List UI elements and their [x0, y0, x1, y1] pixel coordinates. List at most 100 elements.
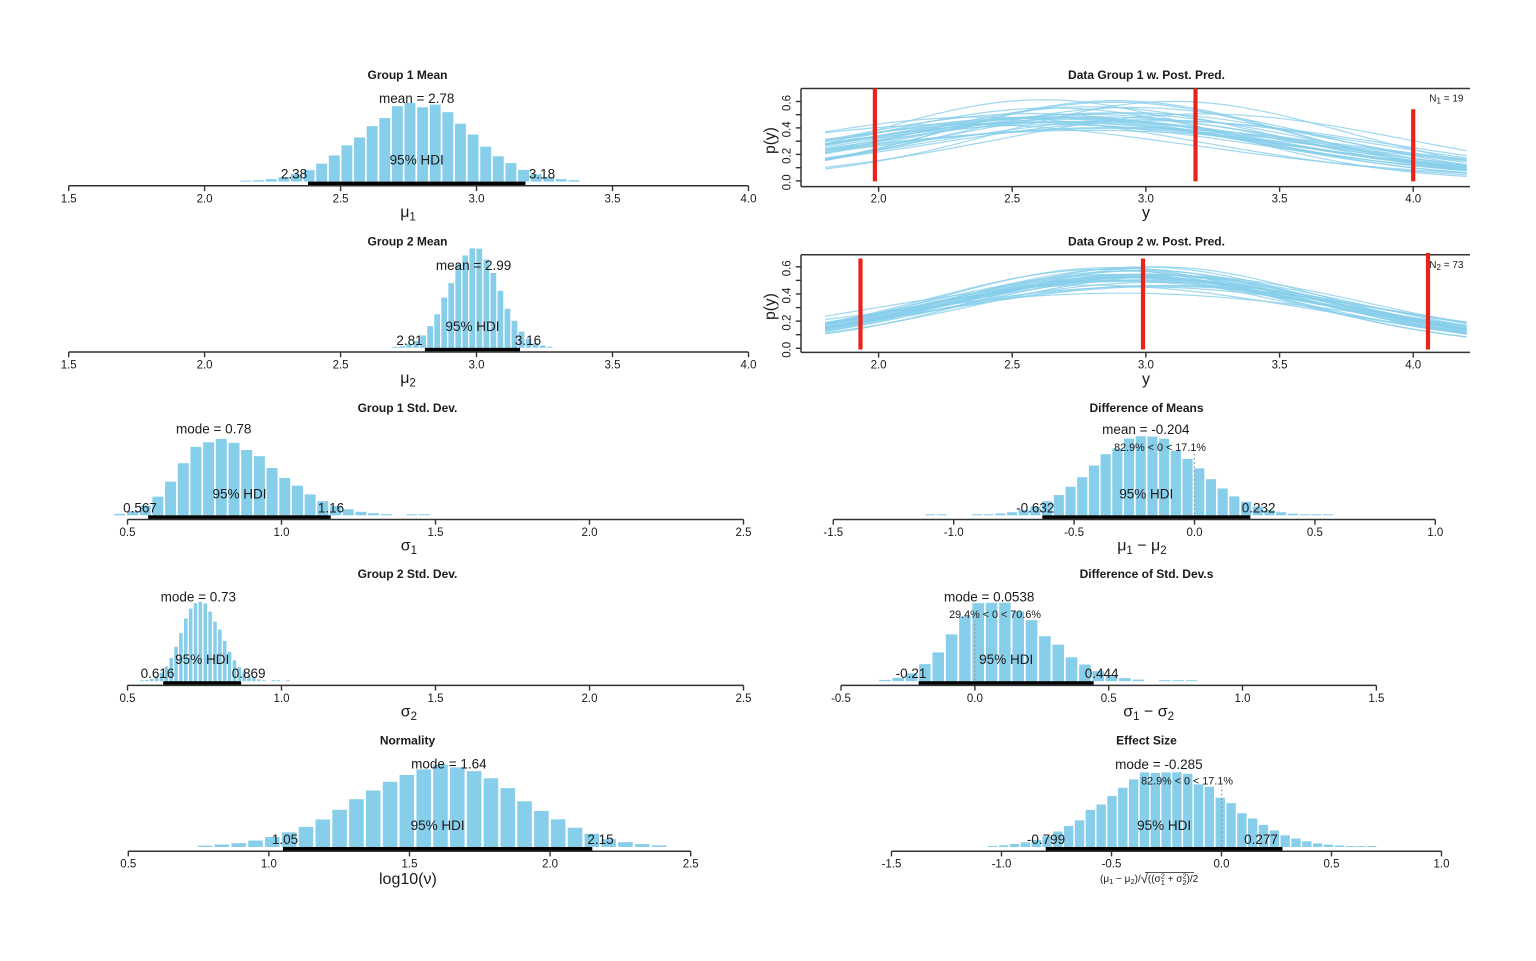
svg-text:0.0: 0.0 — [967, 693, 983, 705]
svg-text:-1.5: -1.5 — [882, 859, 902, 871]
svg-text:-1.5: -1.5 — [823, 527, 843, 539]
svg-text:2.0: 2.0 — [871, 360, 887, 372]
svg-text:-1.0: -1.0 — [944, 527, 964, 539]
svg-text:1.5: 1.5 — [402, 859, 418, 871]
svg-text:mode = 1.64: mode = 1.64 — [411, 756, 487, 771]
svg-text:1.0: 1.0 — [1427, 527, 1443, 539]
svg-text:mode = 0.0538: mode = 0.0538 — [944, 590, 1034, 605]
svg-text:Data Group 2 w. Post. Pred.: Data Group 2 w. Post. Pred. — [1068, 234, 1225, 248]
svg-text:3.0: 3.0 — [469, 193, 485, 205]
svg-text:95% HDI: 95% HDI — [411, 818, 465, 833]
svg-text:1.0: 1.0 — [274, 527, 290, 539]
svg-text:3.0: 3.0 — [469, 360, 485, 372]
svg-text:95% HDI: 95% HDI — [390, 153, 444, 168]
svg-text:Difference of Means: Difference of Means — [1089, 401, 1203, 415]
svg-text:0.5: 0.5 — [1101, 693, 1117, 705]
svg-text:log10(ν): log10(ν) — [379, 871, 437, 888]
svg-text:0.2: 0.2 — [782, 315, 794, 331]
svg-text:2.15: 2.15 — [587, 832, 613, 847]
svg-text:2.81: 2.81 — [396, 333, 422, 348]
svg-text:2.5: 2.5 — [1004, 193, 1020, 205]
svg-text:Normality: Normality — [380, 734, 436, 748]
svg-text:0.232: 0.232 — [1242, 500, 1276, 515]
svg-text:3.0: 3.0 — [1138, 360, 1154, 372]
svg-text:3.16: 3.16 — [515, 333, 541, 348]
svg-text:2.0: 2.0 — [542, 859, 558, 871]
svg-text:1.5: 1.5 — [428, 693, 444, 705]
svg-text:mean = 2.78: mean = 2.78 — [379, 91, 454, 106]
svg-text:mode = -0.285: mode = -0.285 — [1115, 757, 1202, 772]
svg-text:mean = 2.99: mean = 2.99 — [436, 258, 511, 273]
svg-text:0.5: 0.5 — [120, 693, 136, 705]
svg-text:N1 = 19: N1 = 19 — [1429, 94, 1464, 106]
svg-text:0.4: 0.4 — [782, 121, 794, 138]
svg-text:0.567: 0.567 — [123, 500, 157, 515]
svg-text:Group 2 Std. Dev.: Group 2 Std. Dev. — [358, 567, 458, 581]
svg-text:1.16: 1.16 — [318, 500, 344, 515]
svg-text:3.18: 3.18 — [529, 167, 555, 182]
svg-text:0.0: 0.0 — [782, 342, 794, 358]
svg-text:0.6: 0.6 — [782, 95, 794, 111]
svg-text:2.0: 2.0 — [197, 193, 213, 205]
svg-text:-0.21: -0.21 — [896, 666, 927, 681]
svg-text:Group 2 Mean: Group 2 Mean — [367, 234, 447, 248]
svg-text:4.0: 4.0 — [741, 360, 757, 372]
svg-text:0.0: 0.0 — [1214, 859, 1230, 871]
svg-text:1.0: 1.0 — [1235, 693, 1251, 705]
svg-text:1.05: 1.05 — [272, 832, 298, 847]
svg-text:0.5: 0.5 — [120, 859, 136, 871]
svg-text:0.4: 0.4 — [782, 287, 794, 304]
svg-text:-0.5: -0.5 — [1102, 859, 1122, 871]
svg-text:Data Group 1 w. Post. Pred.: Data Group 1 w. Post. Pred. — [1068, 68, 1225, 82]
svg-text:1.0: 1.0 — [1434, 859, 1450, 871]
svg-text:95% HDI: 95% HDI — [212, 486, 266, 501]
svg-text:2.5: 2.5 — [333, 360, 349, 372]
svg-text:mean = -0.204: mean = -0.204 — [1102, 422, 1190, 437]
svg-text:-1.0: -1.0 — [992, 859, 1012, 871]
svg-text:-0.5: -0.5 — [831, 693, 851, 705]
svg-text:0.869: 0.869 — [232, 666, 266, 681]
svg-text:μ1 − μ2: μ1 − μ2 — [1117, 538, 1166, 558]
svg-text:0.2: 0.2 — [782, 148, 794, 164]
svg-text:(μ1 − μ2)/√((σ21 + σ22)/2: (μ1 − μ2)/√((σ2 1 + σ2 2)/2 — [1100, 871, 1199, 887]
svg-text:2.0: 2.0 — [582, 693, 598, 705]
svg-text:p(y): p(y) — [762, 127, 779, 154]
svg-text:0.0: 0.0 — [1187, 527, 1203, 539]
svg-text:29.4% < 0 < 70.6%: 29.4% < 0 < 70.6% — [949, 609, 1041, 621]
svg-text:2.5: 2.5 — [736, 527, 752, 539]
svg-text:1.5: 1.5 — [61, 193, 77, 205]
svg-text:4.0: 4.0 — [1405, 360, 1421, 372]
svg-text:Group 1 Std. Dev.: Group 1 Std. Dev. — [358, 401, 458, 415]
svg-text:0.444: 0.444 — [1085, 666, 1119, 681]
svg-text:95% HDI: 95% HDI — [1119, 486, 1173, 501]
svg-text:Group 1 Mean: Group 1 Mean — [367, 68, 447, 82]
svg-text:2.5: 2.5 — [736, 693, 752, 705]
svg-text:0.0: 0.0 — [782, 174, 794, 190]
svg-text:-0.5: -0.5 — [1064, 527, 1084, 539]
svg-text:σ1 − σ2: σ1 − σ2 — [1123, 703, 1174, 723]
svg-text:3.5: 3.5 — [1272, 193, 1288, 205]
svg-text:mode = 0.73: mode = 0.73 — [161, 590, 236, 605]
svg-text:0.5: 0.5 — [1324, 859, 1340, 871]
svg-text:2.5: 2.5 — [1004, 360, 1020, 372]
svg-text:2.0: 2.0 — [197, 360, 213, 372]
svg-text:3.0: 3.0 — [1138, 193, 1154, 205]
svg-text:3.5: 3.5 — [605, 193, 621, 205]
svg-text:1.5: 1.5 — [428, 527, 444, 539]
svg-text:p(y): p(y) — [762, 293, 779, 320]
svg-text:y: y — [1142, 205, 1150, 222]
svg-text:2.0: 2.0 — [871, 193, 887, 205]
svg-text:y: y — [1142, 371, 1150, 388]
svg-text:0.277: 0.277 — [1244, 832, 1278, 847]
svg-text:1.5: 1.5 — [1368, 693, 1384, 705]
svg-text:0.6: 0.6 — [782, 260, 794, 276]
svg-text:2.5: 2.5 — [333, 193, 349, 205]
svg-text:2.5: 2.5 — [683, 859, 699, 871]
svg-text:Difference of Std. Dev.s: Difference of Std. Dev.s — [1080, 567, 1214, 581]
svg-text:0.5: 0.5 — [120, 527, 136, 539]
svg-text:95% HDI: 95% HDI — [979, 652, 1033, 667]
svg-text:82.9% < 0 < 17.1%: 82.9% < 0 < 17.1% — [1141, 776, 1233, 788]
svg-text:-0.799: -0.799 — [1027, 832, 1065, 847]
svg-text:95% HDI: 95% HDI — [1137, 818, 1191, 833]
svg-text:2.0: 2.0 — [582, 527, 598, 539]
